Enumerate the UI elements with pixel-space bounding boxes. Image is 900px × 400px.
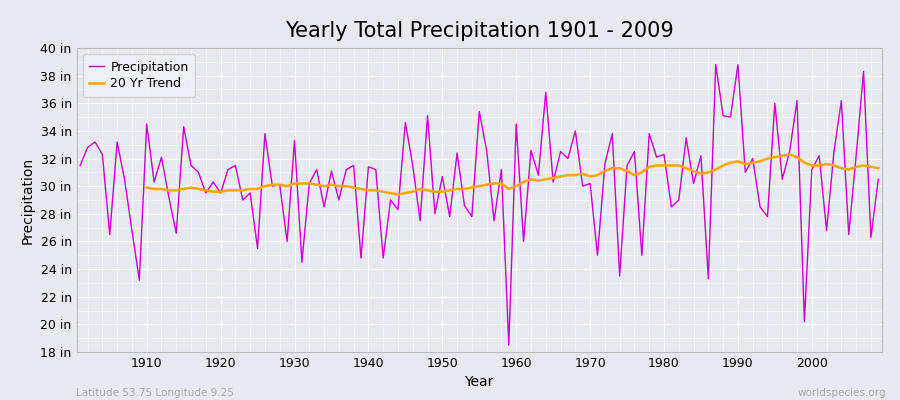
Line: Precipitation: Precipitation xyxy=(80,64,878,345)
Precipitation xyxy=(511,122,522,126)
Line: 20 Yr Trend: 20 Yr Trend xyxy=(147,154,878,194)
Y-axis label: Precipitation: Precipitation xyxy=(21,156,35,244)
Text: worldspecies.org: worldspecies.org xyxy=(798,388,886,398)
20 Yr Trend xyxy=(873,166,884,171)
20 Yr Trend xyxy=(585,174,596,179)
Precipitation xyxy=(518,239,529,244)
Precipitation xyxy=(341,167,352,172)
20 Yr Trend xyxy=(311,182,322,187)
Title: Yearly Total Precipitation 1901 - 2009: Yearly Total Precipitation 1901 - 2009 xyxy=(285,21,673,41)
20 Yr Trend xyxy=(392,192,403,197)
20 Yr Trend xyxy=(829,163,840,168)
Precipitation xyxy=(75,163,86,168)
Text: Latitude 53.75 Longitude 9.25: Latitude 53.75 Longitude 9.25 xyxy=(76,388,234,398)
Precipitation xyxy=(296,260,307,264)
20 Yr Trend xyxy=(141,185,152,190)
20 Yr Trend xyxy=(526,177,536,182)
X-axis label: Year: Year xyxy=(464,376,494,390)
Precipitation xyxy=(710,62,721,67)
20 Yr Trend xyxy=(784,152,795,157)
20 Yr Trend xyxy=(282,184,292,188)
Precipitation xyxy=(134,278,145,282)
Precipitation xyxy=(503,343,514,348)
Precipitation xyxy=(607,131,617,136)
Legend: Precipitation, 20 Yr Trend: Precipitation, 20 Yr Trend xyxy=(83,54,194,96)
20 Yr Trend xyxy=(850,164,861,169)
Precipitation xyxy=(873,177,884,182)
